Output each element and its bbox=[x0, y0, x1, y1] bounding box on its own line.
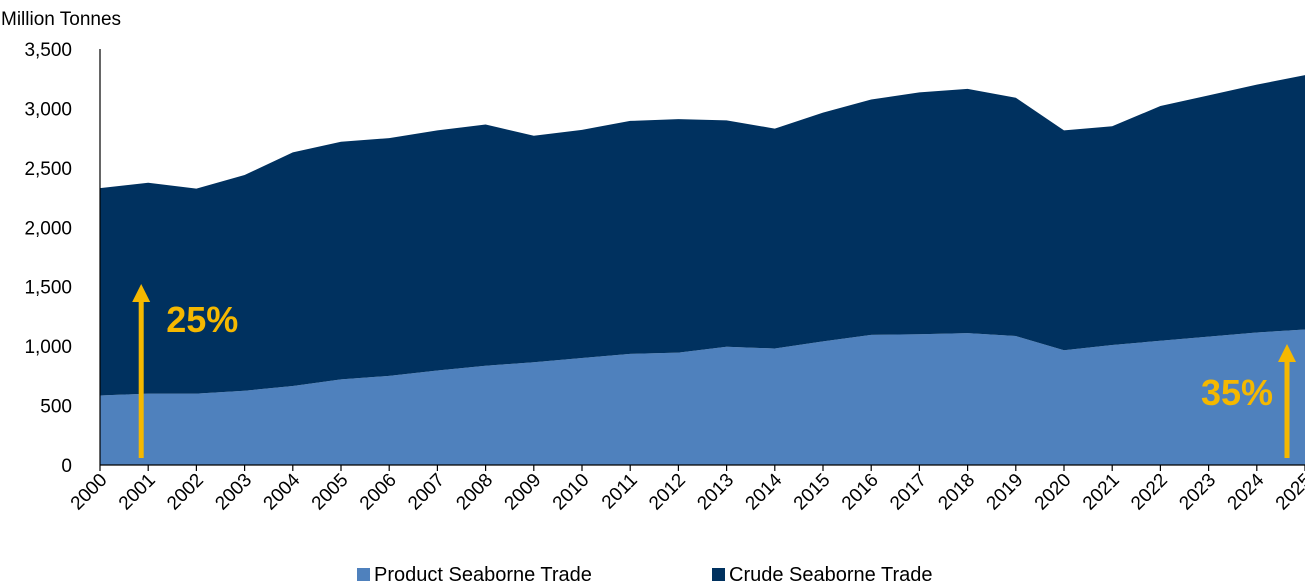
y-axis-unit-label: Million Tonnes bbox=[1, 9, 121, 30]
x-tick-label: 2005 bbox=[308, 470, 353, 515]
x-tick-label: 2021 bbox=[1079, 470, 1124, 515]
legend-swatch-product bbox=[357, 568, 370, 581]
chart-axes bbox=[99, 49, 1305, 471]
x-tick-label: 2016 bbox=[838, 470, 883, 515]
legend: Product Seaborne Trade Crude Seaborne Tr… bbox=[357, 564, 932, 585]
y-tick-label: 1,500 bbox=[24, 278, 72, 299]
x-tick-label: 2006 bbox=[356, 470, 401, 515]
x-tick-label: 2019 bbox=[983, 470, 1028, 515]
x-tick-label: 2018 bbox=[934, 470, 979, 515]
area-series-0 bbox=[100, 329, 1305, 465]
arrow-head bbox=[1278, 344, 1296, 362]
growth-arrow bbox=[1278, 344, 1296, 458]
x-tick-label: 2022 bbox=[1127, 470, 1172, 515]
x-tick-label: 2008 bbox=[452, 470, 497, 515]
x-tick-label: 2015 bbox=[790, 470, 835, 515]
legend-label-product: Product Seaborne Trade bbox=[374, 564, 592, 585]
x-tick-label: 2020 bbox=[1031, 470, 1076, 515]
growth-percentage-label: 25% bbox=[166, 299, 238, 340]
x-tick-label: 2002 bbox=[163, 470, 208, 515]
y-tick-label: 1,000 bbox=[24, 337, 72, 358]
x-tick-label: 2023 bbox=[1175, 470, 1220, 515]
x-tick-label: 2001 bbox=[115, 470, 160, 515]
x-tick-label: 2000 bbox=[67, 470, 112, 515]
x-tick-label: 2025 bbox=[1272, 470, 1305, 515]
x-tick-label: 2004 bbox=[260, 469, 305, 514]
x-tick-label: 2013 bbox=[693, 470, 738, 515]
x-tick-label: 2007 bbox=[404, 470, 449, 515]
chart-areas bbox=[100, 75, 1305, 465]
x-tick-label: 2014 bbox=[742, 469, 787, 514]
x-tick-label: 2003 bbox=[211, 470, 256, 515]
y-tick-label: 500 bbox=[40, 397, 72, 418]
annotations: 25% 35% bbox=[132, 284, 1296, 458]
area-series-1 bbox=[100, 75, 1305, 396]
arrow-head bbox=[132, 284, 151, 302]
x-tick-label: 2017 bbox=[886, 470, 931, 515]
x-tick-label: 2010 bbox=[549, 470, 594, 515]
x-tick-labels: 2000 2001 2002 2003 2004 2005 2006 2007 2008 2009… bbox=[67, 469, 1305, 514]
x-tick-label: 2011 bbox=[598, 470, 642, 514]
y-tick-labels: 0 500 1,000 1,500 2,000 2,500 3,000 3,500 bbox=[24, 40, 72, 477]
growth-percentage-label: 35% bbox=[1201, 372, 1273, 413]
growth-arrow bbox=[132, 284, 151, 458]
y-tick-label: 0 bbox=[61, 456, 72, 477]
y-tick-label: 3,000 bbox=[24, 99, 72, 120]
x-tick-label: 2012 bbox=[645, 470, 690, 515]
y-tick-label: 2,000 bbox=[24, 218, 72, 239]
y-tick-label: 3,500 bbox=[24, 40, 72, 61]
x-tick-label: 2024 bbox=[1224, 469, 1269, 514]
legend-swatch-crude bbox=[712, 568, 725, 581]
y-tick-label: 2,500 bbox=[24, 159, 72, 180]
legend-label-crude: Crude Seaborne Trade bbox=[729, 564, 932, 585]
x-tick-label: 2009 bbox=[501, 470, 546, 515]
